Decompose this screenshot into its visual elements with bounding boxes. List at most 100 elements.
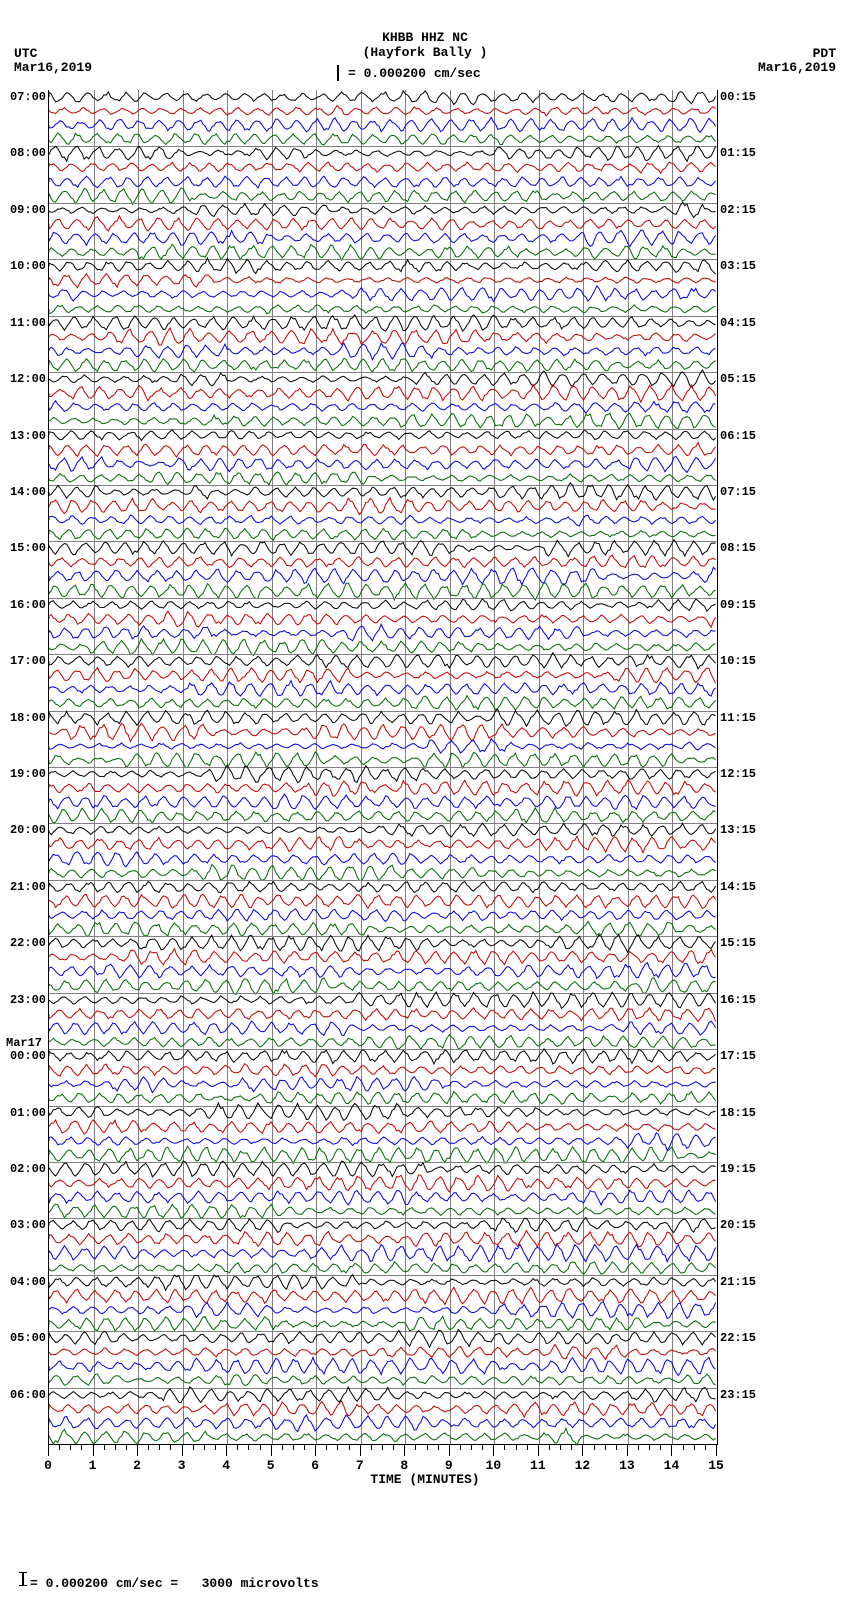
pdt-time-label: 12:15 [720, 767, 756, 781]
right-timezone: PDT [813, 46, 836, 61]
seismic-trace [49, 97, 717, 125]
seismic-trace [49, 1338, 717, 1366]
seismic-trace [49, 816, 717, 844]
xtick-major [360, 1444, 361, 1456]
xtick-label: 13 [619, 1458, 635, 1473]
seismic-trace [49, 210, 717, 238]
seismic-trace [49, 125, 717, 153]
seismic-trace [49, 1183, 717, 1211]
seismic-trace [49, 351, 717, 379]
seismic-trace [49, 182, 717, 210]
seismic-trace [49, 379, 717, 407]
pdt-time-label: 04:15 [720, 316, 756, 330]
utc-time-label: 23:00 [6, 993, 46, 1007]
xtick-major [671, 1444, 672, 1456]
xtick-label: 5 [267, 1458, 275, 1473]
seismic-trace [49, 436, 717, 464]
grid-horizontal [49, 1218, 717, 1219]
xtick-minor [527, 1444, 528, 1450]
seismic-trace [49, 718, 717, 746]
seismic-trace [49, 1254, 717, 1282]
seismic-trace [49, 365, 717, 393]
station-code: KHBB HHZ NC [0, 30, 850, 45]
utc-time-label: 01:00 [6, 1106, 46, 1120]
pdt-time-label: 06:15 [720, 429, 756, 443]
seismic-trace [49, 859, 717, 887]
xtick-label: 2 [133, 1458, 141, 1473]
seismic-trace [49, 1211, 717, 1239]
grid-horizontal [49, 936, 717, 937]
xtick-major [404, 1444, 405, 1456]
footer-scale-bar-icon [22, 1572, 24, 1586]
scale-bar-icon [337, 65, 339, 81]
seismic-trace [49, 972, 717, 1000]
xtick-minor [70, 1444, 71, 1450]
grid-horizontal [49, 1049, 717, 1050]
xtick-major [716, 1444, 717, 1456]
seismic-trace [49, 943, 717, 971]
seismic-trace [49, 887, 717, 915]
seismic-trace [49, 1155, 717, 1183]
seismic-trace [49, 83, 717, 111]
xtick-minor [293, 1444, 294, 1450]
xtick-minor [326, 1444, 327, 1450]
grid-horizontal [49, 146, 717, 147]
utc-time-label: 05:00 [6, 1331, 46, 1345]
grid-horizontal [49, 259, 717, 260]
pdt-time-label: 02:15 [720, 203, 756, 217]
pdt-time-label: 17:15 [720, 1049, 756, 1063]
grid-horizontal [49, 203, 717, 204]
seismic-trace [49, 1225, 717, 1253]
xtick-label: 14 [664, 1458, 680, 1473]
xtick-minor [438, 1444, 439, 1450]
grid-horizontal [49, 993, 717, 994]
xtick-label: 7 [356, 1458, 364, 1473]
seismic-trace [49, 337, 717, 365]
seismic-trace [49, 421, 717, 449]
plot-area [48, 90, 718, 1445]
utc-time-label: 06:00 [6, 1388, 46, 1402]
seismic-trace [49, 1381, 717, 1409]
pdt-time-label: 05:15 [720, 372, 756, 386]
xtick-label: 10 [486, 1458, 502, 1473]
utc-time-label: 16:00 [6, 598, 46, 612]
xaxis-title: TIME (MINUTES) [0, 1472, 850, 1487]
left-timezone: UTC [14, 46, 37, 61]
seismic-trace [49, 450, 717, 478]
grid-horizontal [49, 316, 717, 317]
pdt-time-label: 23:15 [720, 1388, 756, 1402]
xtick-minor [81, 1444, 82, 1450]
xtick-minor [115, 1444, 116, 1450]
seismic-trace [49, 196, 717, 224]
pdt-time-label: 03:15 [720, 259, 756, 273]
seismic-trace [49, 1366, 717, 1394]
xtick-minor [427, 1444, 428, 1450]
xtick-major [449, 1444, 450, 1456]
seismic-trace [49, 1239, 717, 1267]
seismic-trace [49, 520, 717, 548]
utc-time-label: 22:00 [6, 936, 46, 950]
utc-time-label: 10:00 [6, 259, 46, 273]
xtick-minor [304, 1444, 305, 1450]
xtick-minor [148, 1444, 149, 1450]
xtick-minor [660, 1444, 661, 1450]
utc-time-label: 14:00 [6, 485, 46, 499]
pdt-time-label: 07:15 [720, 485, 756, 499]
footer-text: = 0.000200 cm/sec = 3000 microvolts [30, 1576, 319, 1591]
utc-time-label: 02:00 [6, 1162, 46, 1176]
xtick-minor [349, 1444, 350, 1450]
pdt-time-label: 19:15 [720, 1162, 756, 1176]
xtick-minor [683, 1444, 684, 1450]
seismic-trace [49, 577, 717, 605]
pdt-time-label: 11:15 [720, 711, 756, 725]
utc-time-label: 09:00 [6, 203, 46, 217]
utc-day-label: Mar17 [6, 1036, 42, 1050]
pdt-time-label: 15:15 [720, 936, 756, 950]
xtick-label: 11 [530, 1458, 546, 1473]
xaxis-ticks: 0123456789101112131415 [48, 1444, 716, 1472]
seismic-trace [49, 323, 717, 351]
seismic-trace [49, 901, 717, 929]
pdt-time-label: 22:15 [720, 1331, 756, 1345]
station-location: (Hayfork Bally ) [0, 45, 850, 60]
xtick-minor [638, 1444, 639, 1450]
